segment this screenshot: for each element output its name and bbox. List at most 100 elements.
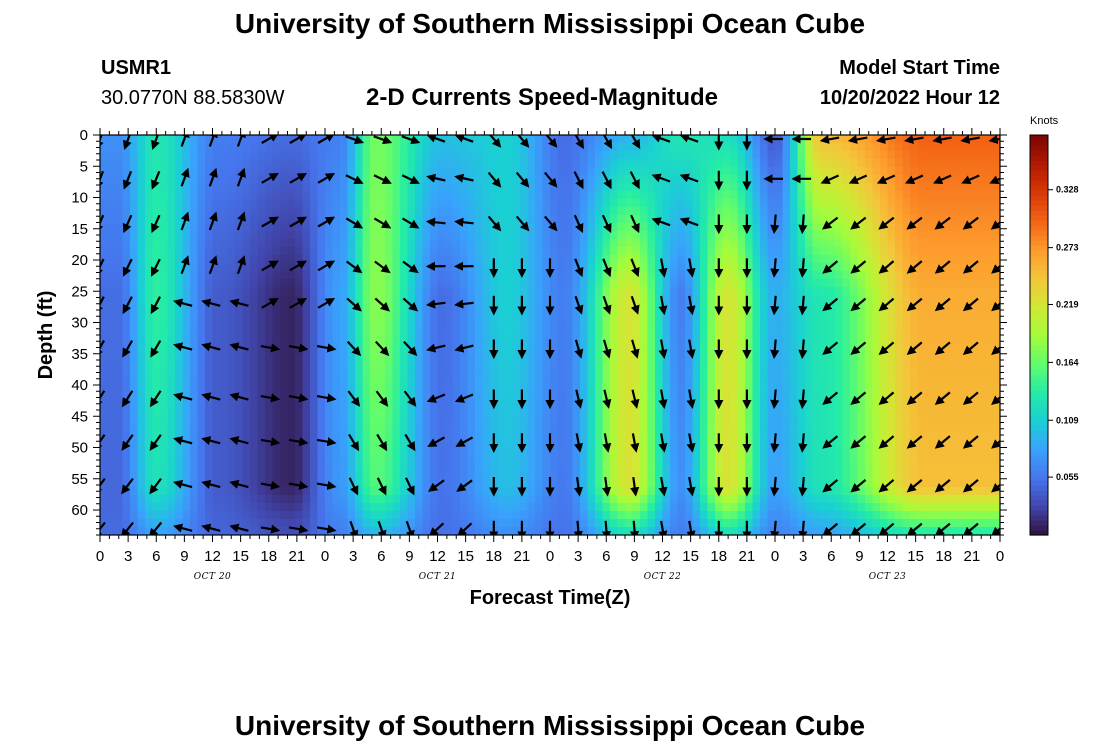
heat-cell: [317, 247, 326, 256]
heat-cell: [557, 167, 566, 176]
heat-cell: [467, 143, 476, 152]
heat-cell: [835, 399, 844, 408]
heat-cell: [542, 247, 551, 256]
heat-cell: [685, 199, 694, 208]
heat-cell: [827, 247, 836, 256]
heat-cell: [497, 183, 506, 192]
heat-cell: [790, 503, 799, 512]
heat-cell: [505, 423, 514, 432]
heat-cell: [340, 271, 349, 280]
heat-cell: [565, 407, 574, 416]
heat-cell: [145, 287, 154, 296]
heat-cell: [662, 287, 671, 296]
heat-cell: [272, 367, 281, 376]
heat-cell: [812, 447, 821, 456]
heat-cell: [700, 471, 709, 480]
heat-cell: [467, 207, 476, 216]
heat-cell: [827, 455, 836, 464]
heat-cell: [190, 335, 199, 344]
heat-cell: [175, 455, 184, 464]
heat-cell: [220, 391, 229, 400]
heat-cell: [280, 503, 289, 512]
heat-cell: [812, 463, 821, 472]
heat-cell: [542, 463, 551, 472]
heat-cell: [325, 519, 334, 528]
heat-cell: [452, 247, 461, 256]
heat-cell: [760, 175, 769, 184]
heat-cell: [175, 231, 184, 240]
heat-cell: [385, 239, 394, 248]
heat-cell: [310, 519, 319, 528]
heat-cell: [400, 183, 409, 192]
heat-cell: [100, 367, 109, 376]
heat-cell: [415, 215, 424, 224]
heat-cell: [722, 159, 731, 168]
heat-cell: [302, 519, 311, 528]
heat-cell: [512, 167, 521, 176]
heat-cell: [700, 511, 709, 520]
heat-cell: [295, 319, 304, 328]
heat-cell: [820, 271, 829, 280]
heat-cell: [212, 295, 221, 304]
heat-cell: [827, 503, 836, 512]
heat-cell: [707, 479, 716, 488]
heat-cell: [812, 511, 821, 520]
heat-cell: [542, 423, 551, 432]
heat-cell: [512, 231, 521, 240]
heat-cell: [415, 447, 424, 456]
heat-cell: [310, 287, 319, 296]
heat-cell: [677, 431, 686, 440]
heat-cell: [302, 287, 311, 296]
heat-cell: [760, 367, 769, 376]
heat-cell: [302, 159, 311, 168]
heat-cell: [407, 495, 416, 504]
heat-cell: [805, 367, 814, 376]
heat-cell: [430, 159, 439, 168]
heat-cell: [505, 215, 514, 224]
heat-cell: [235, 175, 244, 184]
heat-cell: [842, 359, 851, 368]
heat-cell: [385, 191, 394, 200]
heat-cell: [797, 343, 806, 352]
heat-cell: [107, 503, 116, 512]
heat-cell: [430, 255, 439, 264]
heat-cell: [692, 223, 701, 232]
heat-cell: [355, 151, 364, 160]
heat-cell: [752, 247, 761, 256]
heat-cell: [752, 279, 761, 288]
heat-cell: [535, 415, 544, 424]
heat-cell: [475, 407, 484, 416]
heat-cell: [820, 167, 829, 176]
heat-cell: [437, 351, 446, 360]
heat-cell: [527, 279, 536, 288]
heat-cell: [617, 407, 626, 416]
heat-cell: [520, 191, 529, 200]
heat-cell: [632, 407, 641, 416]
heat-cell: [355, 463, 364, 472]
heat-cell: [782, 503, 791, 512]
heat-cell: [542, 495, 551, 504]
heat-cell: [610, 199, 619, 208]
heat-cell: [145, 327, 154, 336]
heat-cell: [767, 423, 776, 432]
heat-cell: [220, 135, 229, 144]
heat-cell: [722, 343, 731, 352]
heat-cell: [760, 439, 769, 448]
heat-cell: [467, 431, 476, 440]
heat-cell: [460, 215, 469, 224]
heat-cell: [160, 495, 169, 504]
heat-cell: [580, 207, 589, 216]
heat-cell: [130, 367, 139, 376]
heat-cell: [505, 527, 514, 535]
heat-cell: [767, 311, 776, 320]
heat-cell: [362, 359, 371, 368]
heat-cell: [377, 455, 386, 464]
heat-cell: [287, 311, 296, 320]
heat-cell: [100, 439, 109, 448]
heat-cell: [325, 359, 334, 368]
heat-cell: [167, 175, 176, 184]
heat-cell: [467, 223, 476, 232]
heat-cell: [167, 271, 176, 280]
heat-cell: [182, 175, 191, 184]
heat-cell: [790, 199, 799, 208]
